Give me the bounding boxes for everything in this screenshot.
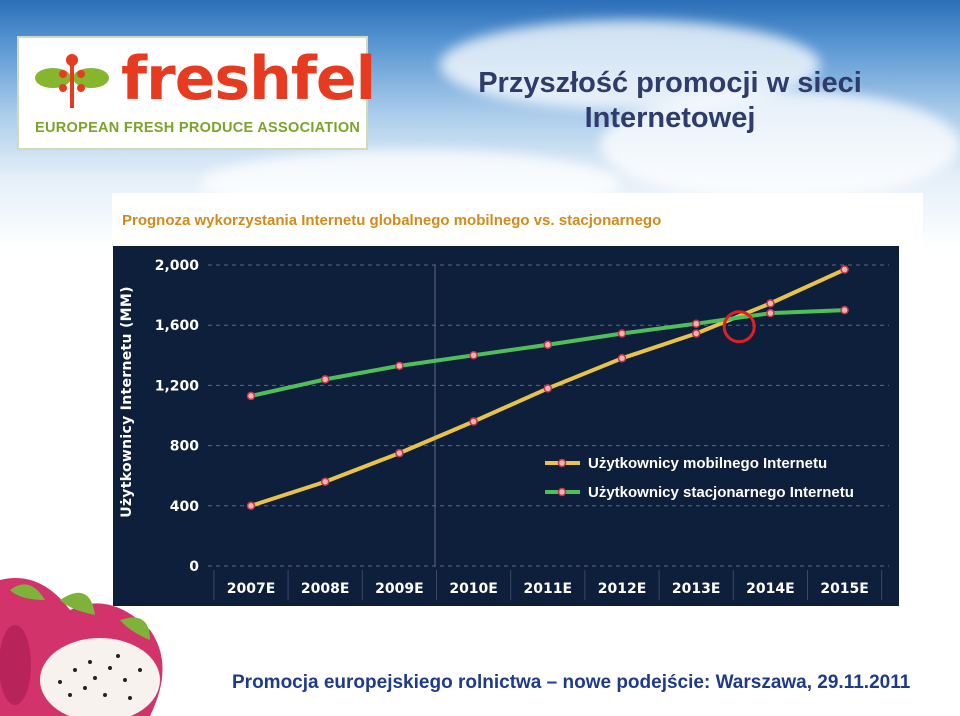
y-tick-label: 800 bbox=[170, 439, 199, 455]
cloud-decoration bbox=[600, 90, 960, 200]
data-point-desktop bbox=[840, 305, 849, 315]
y-tick-label: 1,200 bbox=[155, 378, 200, 394]
y-tick-label: 1,600 bbox=[155, 318, 200, 334]
x-tick-label: 2015E bbox=[820, 581, 869, 597]
footer-text: Promocja europejskiego rolnictwa – nowe … bbox=[232, 672, 911, 693]
legend-marker bbox=[557, 487, 567, 497]
data-point-desktop bbox=[246, 391, 256, 401]
x-tick-label: 2009E bbox=[375, 581, 424, 597]
x-tick-label: 2008E bbox=[301, 581, 350, 597]
x-tick-label: 2013E bbox=[672, 581, 721, 597]
chart-svg: 0 400 800 1,200 1,600 2,000 2007E 2008E 2009E 201… bbox=[113, 246, 899, 606]
legend-label: Użytkownicy mobilnego Internetu bbox=[588, 455, 827, 472]
line-chart: 0 400 800 1,200 1,600 2,000 2007E 2008E 2009E 201… bbox=[113, 246, 899, 606]
data-point-mobile bbox=[320, 477, 330, 486]
crossover-highlight-circle bbox=[722, 310, 756, 344]
freshfel-logo: freshfel EUROPEAN FRESH PRODUCE ASSOCIAT… bbox=[17, 36, 376, 150]
data-point-desktop bbox=[766, 308, 775, 318]
y-tick-label: 2,000 bbox=[155, 258, 200, 274]
x-tick-label: 2007E bbox=[227, 581, 276, 597]
x-tick-label: 2010E bbox=[449, 581, 498, 597]
dragon-fruit-image bbox=[0, 578, 163, 716]
chart-subtitle: Prognoza wykorzystania Internetu globaln… bbox=[122, 212, 662, 229]
x-tick-label: 2011E bbox=[524, 581, 573, 597]
data-point-desktop bbox=[691, 319, 701, 328]
data-point-mobile bbox=[543, 384, 553, 393]
data-point-desktop bbox=[469, 351, 478, 360]
y-tick-label: 400 bbox=[170, 499, 199, 515]
data-point-mobile bbox=[246, 501, 256, 511]
data-point-desktop bbox=[543, 340, 553, 350]
slide-title: Przyszłość promocji w sieci Internetowej bbox=[478, 67, 862, 134]
data-point-mobile bbox=[469, 417, 478, 426]
data-point-mobile bbox=[766, 299, 775, 308]
y-axis-label: Użytkownicy Internetu (MM) bbox=[119, 286, 135, 518]
data-point-desktop bbox=[617, 329, 627, 338]
legend-marker bbox=[557, 458, 567, 468]
y-tick-label: 0 bbox=[189, 559, 199, 575]
x-tick-label: 2012E bbox=[598, 581, 647, 597]
fruit-tree-logo-icon bbox=[35, 54, 109, 108]
data-point-desktop bbox=[320, 375, 330, 384]
data-point-desktop bbox=[395, 361, 404, 371]
data-point-mobile bbox=[617, 354, 627, 363]
logo-wordmark: freshfel bbox=[121, 44, 376, 114]
x-tick-label: 2014E bbox=[746, 581, 795, 597]
data-point-mobile bbox=[395, 448, 404, 458]
data-point-mobile bbox=[691, 329, 701, 338]
logo-tagline: EUROPEAN FRESH PRODUCE ASSOCIATION bbox=[35, 120, 361, 136]
data-point-mobile bbox=[840, 265, 849, 274]
y-axis-label-box: Użytkownicy Internetu (MM) bbox=[112, 252, 142, 552]
legend-label: Użytkownicy stacjonarnego Internetu bbox=[588, 484, 854, 501]
